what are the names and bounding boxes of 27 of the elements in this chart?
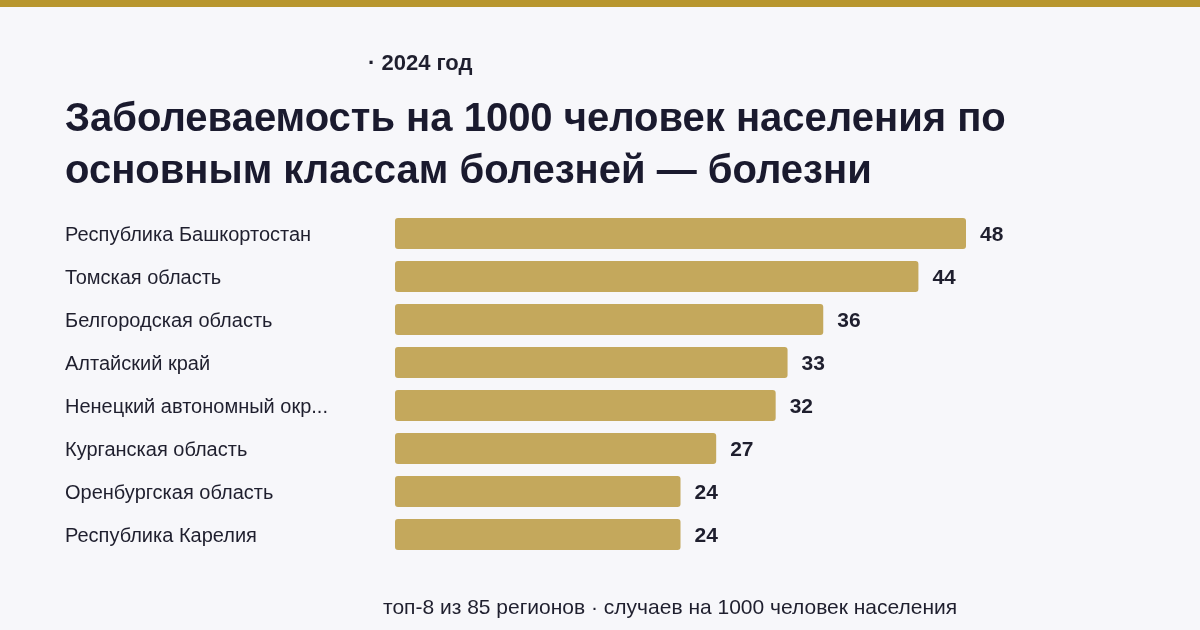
y-tick-label: Белгородская область bbox=[65, 308, 273, 331]
chart-title: Заболеваемость на 1000 человек населения по основным классам болезней — болезни bbox=[65, 95, 1006, 191]
data-label: 44 bbox=[932, 264, 957, 288]
data-label: 32 bbox=[789, 393, 814, 417]
bar bbox=[395, 261, 919, 292]
y-tick-label: Алтайский край bbox=[65, 351, 211, 374]
bar bbox=[395, 347, 788, 378]
y-tick-label: Оренбургская область bbox=[65, 480, 274, 503]
y-tick-label: Ненецкий автономный окр... bbox=[65, 394, 328, 417]
text: топ-8 из 85 регионов · случаев на 1000 человек населения bbox=[383, 595, 958, 618]
data-label: 24 bbox=[694, 479, 719, 503]
bar bbox=[395, 519, 681, 550]
data-label: 48 bbox=[980, 221, 1004, 245]
chart-subtitle: · 2024 год bbox=[368, 50, 473, 75]
y-tick-label: Республика Башкортостан bbox=[65, 222, 312, 245]
data-label: 27 bbox=[730, 436, 754, 460]
data-label: 24 bbox=[694, 522, 719, 546]
data-label: 36 bbox=[837, 307, 861, 331]
data-label: 33 bbox=[801, 350, 825, 374]
y-tick-label: Томская область bbox=[65, 265, 222, 288]
bar bbox=[395, 476, 681, 507]
bar bbox=[395, 390, 776, 421]
y-tick-label: Республика Карелия bbox=[65, 523, 257, 546]
y-tick-label: Курганская область bbox=[65, 437, 248, 460]
bar bbox=[395, 218, 966, 249]
bar bbox=[395, 304, 824, 335]
bar bbox=[395, 433, 717, 464]
